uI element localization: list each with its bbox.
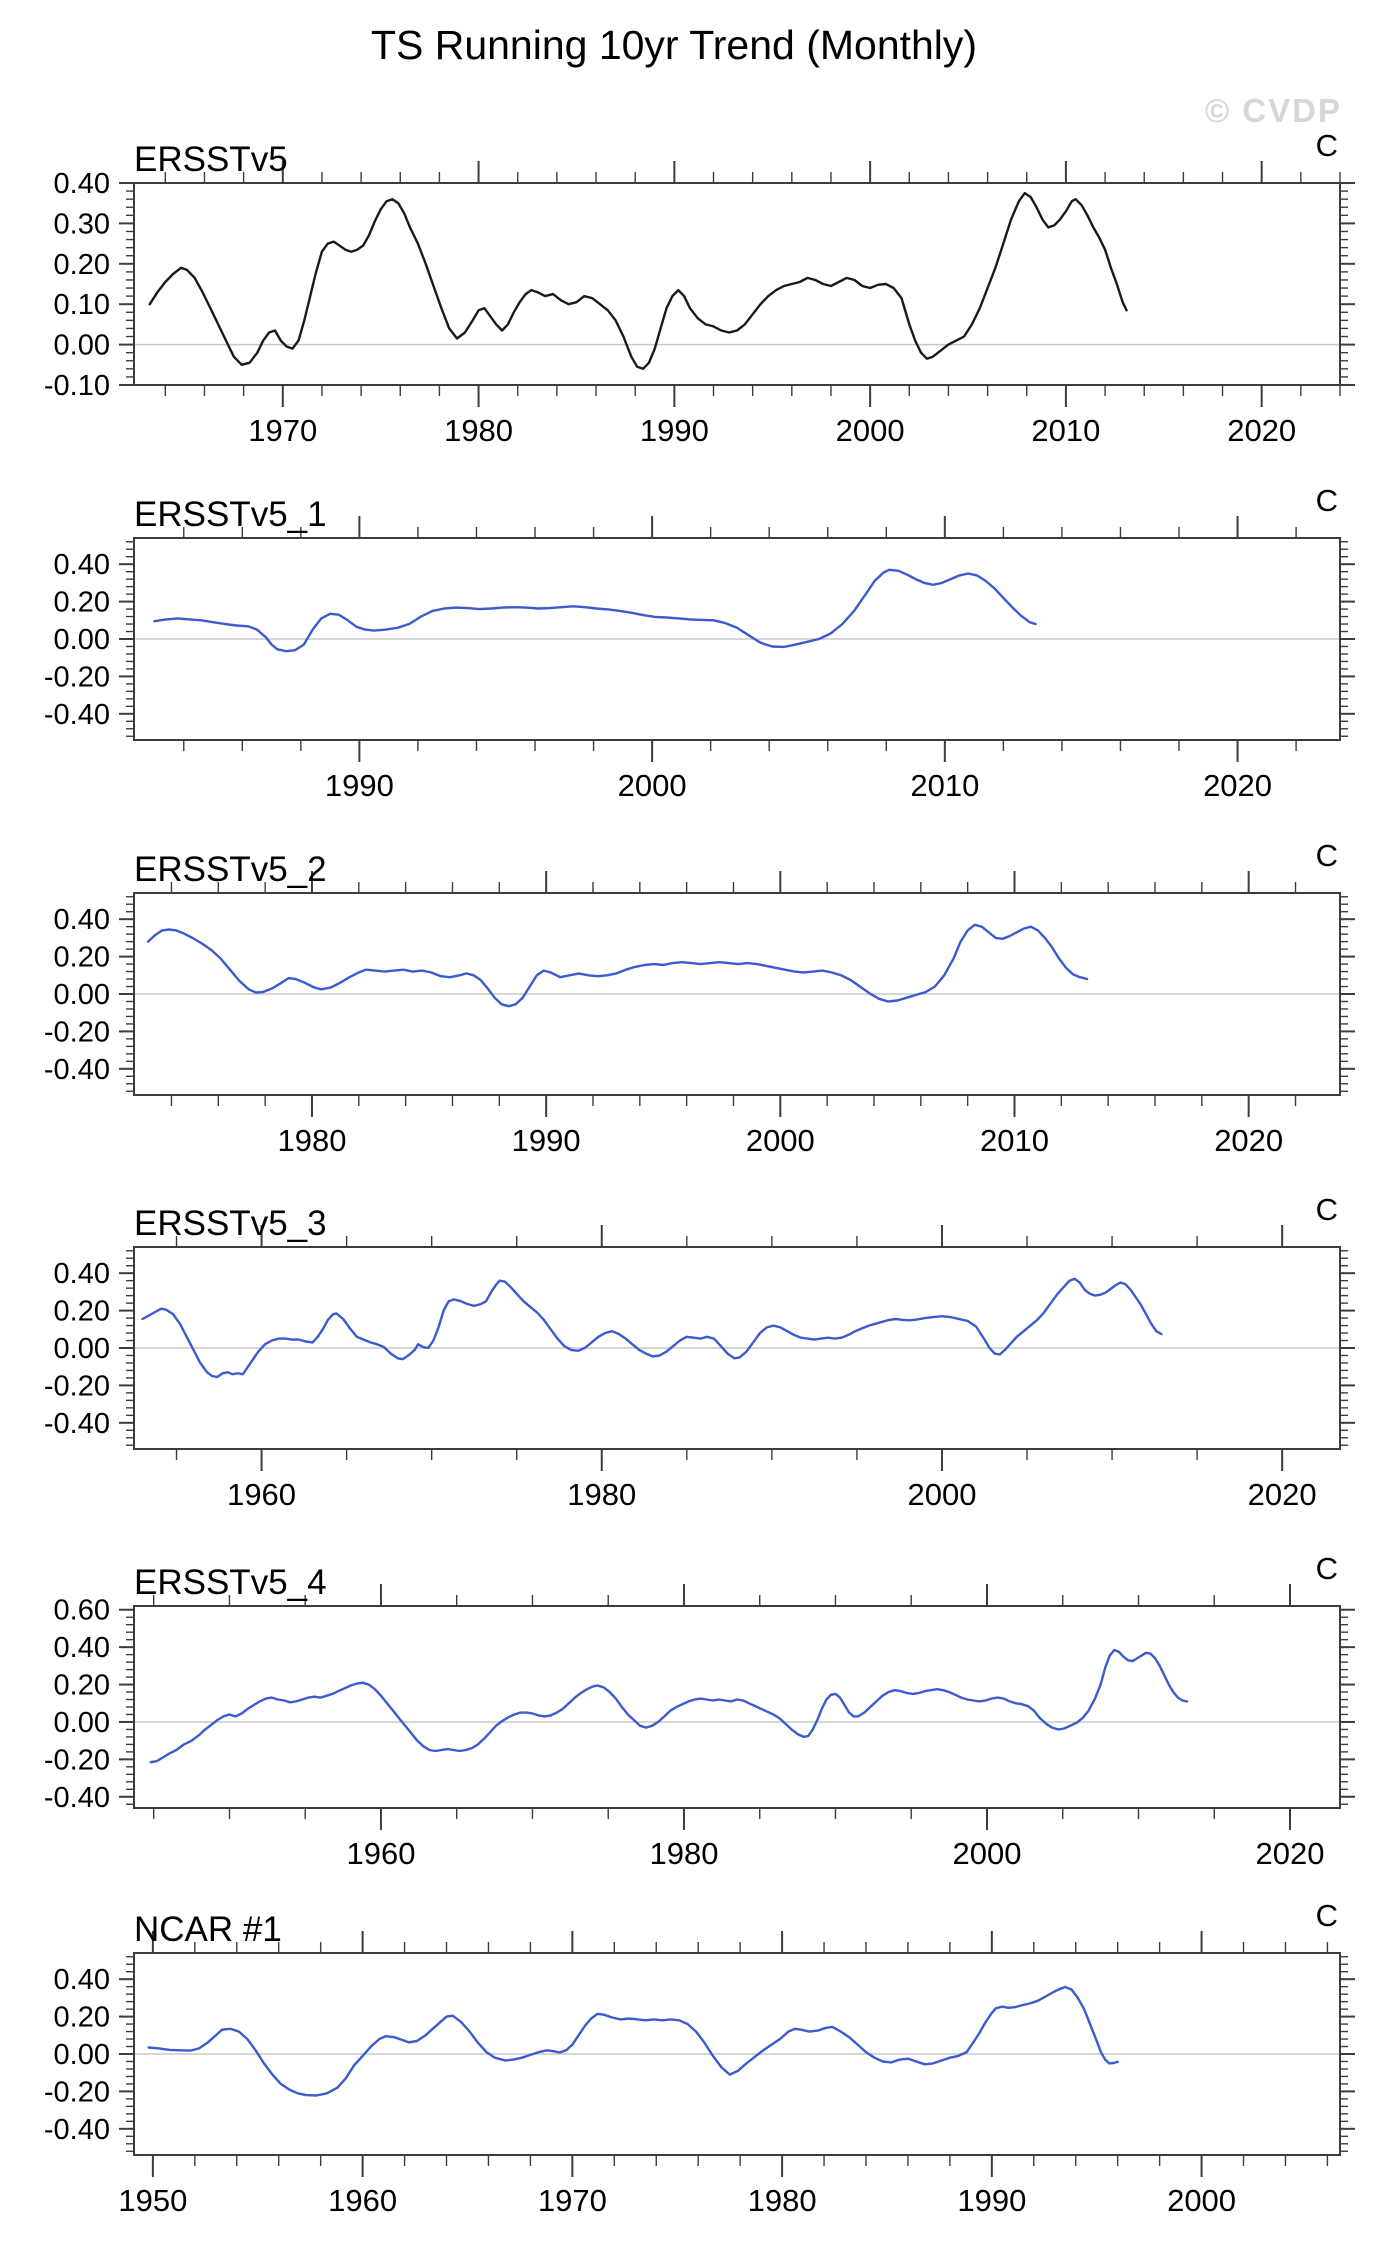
unit-label-ERSSTv5: C bbox=[1315, 128, 1338, 163]
plot-ERSSTv5_2: 1980 1990 2000 2010 2020 0.40 0.20 0.00 -0.20 -0.… bbox=[44, 871, 1355, 1158]
trend-line-ERSSTv5-1 bbox=[153, 568, 1037, 653]
x-tick-label: 2020 bbox=[1214, 1123, 1283, 1158]
y-tick-label: 0.20 bbox=[54, 942, 110, 974]
plot-ERSSTv5_4: 1960 1980 2000 2020 0.60 0.40 0.20 0.00 -0.20 -0.… bbox=[44, 1584, 1355, 1871]
x-tick-label: 1980 bbox=[748, 2183, 817, 2218]
x-tick-label: 1960 bbox=[328, 2183, 397, 2218]
cvdp-watermark: © CVDP bbox=[1204, 92, 1342, 129]
y-tick-label: -0.40 bbox=[44, 1408, 110, 1440]
plot-ERSSTv5_1: 1990 2000 2010 2020 0.40 0.20 0.00 -0.20 -0.40 bbox=[44, 516, 1355, 803]
panel-title-NCAR-1: NCAR #1 bbox=[134, 1910, 282, 1949]
y-tick-label: 0.00 bbox=[54, 330, 110, 362]
y-tick-label: 0.30 bbox=[54, 208, 110, 240]
y-tick-label: 0.40 bbox=[54, 904, 110, 936]
x-tick-label: 2000 bbox=[1167, 2183, 1236, 2218]
y-tick-label: 0.00 bbox=[54, 979, 110, 1011]
x-tick-label: 1980 bbox=[567, 1477, 636, 1512]
y-tick-label: 0.00 bbox=[54, 1333, 110, 1365]
y-tick-label: 0.00 bbox=[54, 1707, 110, 1739]
y-tick-label: -0.20 bbox=[44, 2076, 110, 2108]
panel-title-ERSSTv5_2: ERSSTv5_2 bbox=[134, 850, 327, 889]
y-tick-label: -0.20 bbox=[44, 1744, 110, 1776]
unit-label-NCAR-1: C bbox=[1315, 1898, 1338, 1933]
x-tick-label: 1990 bbox=[325, 768, 394, 803]
panel-title-ERSSTv5_4: ERSSTv5_4 bbox=[134, 1563, 327, 1602]
plot-box bbox=[133, 182, 1341, 386]
plot-ERSSTv5_3: 1960 1980 2000 2020 0.40 0.20 0.00 -0.20 -0.40 bbox=[44, 1225, 1355, 1512]
x-tick-label: 1980 bbox=[277, 1123, 346, 1158]
plot-NCAR-1: 1950 1960 1970 1980 1990 2000 0.40 0.20 0.00 -0.2… bbox=[44, 1931, 1355, 2218]
trend-line-NCAR-1 bbox=[147, 1985, 1119, 2097]
x-tick-label: 1980 bbox=[444, 413, 513, 448]
trend-line-ERSSTv5-2 bbox=[146, 923, 1089, 1008]
y-tick-label: 0.60 bbox=[54, 1595, 110, 1627]
panel-title-ERSSTv5_1: ERSSTv5_1 bbox=[134, 495, 327, 534]
y-tick-label: -0.20 bbox=[44, 1370, 110, 1402]
trend-line-ERSSTv5-3 bbox=[141, 1277, 1163, 1379]
x-tick-label: 2010 bbox=[1031, 413, 1100, 448]
y-tick-label: 0.00 bbox=[54, 2039, 110, 2071]
x-tick-label: 1960 bbox=[346, 1836, 415, 1871]
x-tick-label: 2020 bbox=[1203, 768, 1272, 803]
y-tick-label: 0.20 bbox=[54, 2002, 110, 2034]
y-tick-label: 0.20 bbox=[54, 1296, 110, 1328]
unit-label-ERSSTv5_1: C bbox=[1315, 483, 1338, 518]
trend-line-ERSSTv5-4 bbox=[149, 1648, 1189, 1764]
x-tick-label: 1950 bbox=[118, 2183, 187, 2218]
trend-line-ERSSTv5 bbox=[148, 191, 1128, 371]
x-tick-label: 2000 bbox=[907, 1477, 976, 1512]
y-tick-label: -0.20 bbox=[44, 661, 110, 693]
x-tick-label: 1960 bbox=[227, 1477, 296, 1512]
x-tick-label: 2020 bbox=[1227, 413, 1296, 448]
y-tick-label: 0.20 bbox=[54, 249, 110, 281]
x-tick-label: 2000 bbox=[953, 1836, 1022, 1871]
y-tick-label: 0.20 bbox=[54, 1670, 110, 1702]
y-tick-label: 0.10 bbox=[54, 289, 110, 321]
y-tick-label: 0.00 bbox=[54, 624, 110, 656]
plot-ERSSTv5: 1970 1980 1990 2000 2010 2020 0.40 0.30 0.20 0.10… bbox=[44, 161, 1355, 448]
y-tick-label: -0.10 bbox=[44, 370, 110, 402]
x-tick-label: 2020 bbox=[1256, 1836, 1325, 1871]
unit-label-ERSSTv5_3: C bbox=[1315, 1192, 1338, 1227]
x-tick-label: 1970 bbox=[538, 2183, 607, 2218]
x-tick-label: 2010 bbox=[910, 768, 979, 803]
y-tick-label: 0.20 bbox=[54, 587, 110, 619]
x-tick-label: 1990 bbox=[640, 413, 709, 448]
y-tick-label: 0.40 bbox=[54, 1632, 110, 1664]
x-tick-label: 2000 bbox=[618, 768, 687, 803]
x-tick-label: 1990 bbox=[512, 1123, 581, 1158]
panel-title-ERSSTv5_3: ERSSTv5_3 bbox=[134, 1204, 327, 1243]
plot-box bbox=[133, 1605, 1341, 1809]
x-tick-label: 1990 bbox=[957, 2183, 1026, 2218]
y-tick-label: 0.40 bbox=[54, 1964, 110, 1996]
unit-label-ERSSTv5_2: C bbox=[1315, 838, 1338, 873]
y-tick-label: 0.40 bbox=[54, 1258, 110, 1290]
y-tick-label: -0.20 bbox=[44, 1016, 110, 1048]
x-tick-label: 2000 bbox=[836, 413, 905, 448]
unit-label-ERSSTv5_4: C bbox=[1315, 1551, 1338, 1586]
panel-title-ERSSTv5: ERSSTv5 bbox=[134, 140, 288, 179]
x-tick-label: 2000 bbox=[746, 1123, 815, 1158]
x-tick-label: 1980 bbox=[649, 1836, 718, 1871]
y-tick-label: 0.40 bbox=[54, 168, 110, 200]
y-tick-label: -0.40 bbox=[44, 1782, 110, 1814]
x-tick-label: 2020 bbox=[1248, 1477, 1317, 1512]
y-tick-label: -0.40 bbox=[44, 2114, 110, 2146]
y-tick-label: -0.40 bbox=[44, 1054, 110, 1086]
y-tick-label: -0.40 bbox=[44, 699, 110, 731]
x-tick-label: 2010 bbox=[980, 1123, 1049, 1158]
page-title: TS Running 10yr Trend (Monthly) bbox=[370, 22, 978, 68]
x-tick-label: 1970 bbox=[248, 413, 317, 448]
y-tick-label: 0.40 bbox=[54, 549, 110, 581]
